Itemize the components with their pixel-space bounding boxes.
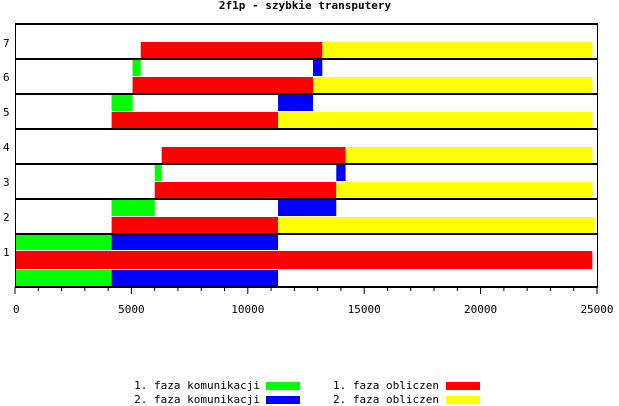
x-tick-label: 10000 xyxy=(231,303,264,316)
y-tick-label: 7 xyxy=(3,37,10,50)
bar-row6-upper-k1 xyxy=(133,60,141,76)
x-axis: 0 5000 10000 15000 20000 25000 xyxy=(13,286,614,316)
legend-swatch-o1 xyxy=(446,382,480,390)
bar-row4-lower-o1 xyxy=(162,147,346,163)
y-tick-label: 5 xyxy=(3,106,10,119)
x-axis-line xyxy=(15,286,598,288)
legend-label-k1: 1. faza komunikacji xyxy=(134,379,260,392)
legend-label-o2: 2. faza obliczen xyxy=(333,393,439,406)
bar-row5-upper-k2 xyxy=(278,95,313,111)
bar-row7-lower-o2 xyxy=(322,42,592,58)
bar-row2-upper-k2 xyxy=(278,200,336,216)
x-tick-label: 15000 xyxy=(348,303,381,316)
bar-row6-upper-k2 xyxy=(313,60,322,76)
y-tick-label: 4 xyxy=(3,141,10,154)
legend-label-o1: 1. faza obliczen xyxy=(333,379,439,392)
bar-row2-lower-o2 xyxy=(278,217,595,233)
y-tick-label: 3 xyxy=(3,176,10,189)
plot-right-border xyxy=(597,23,598,287)
bar-row5-upper-k1 xyxy=(112,95,133,111)
row-border-line xyxy=(15,93,597,95)
row-border-line xyxy=(15,198,597,200)
bar-row1-top-k2 xyxy=(112,235,278,250)
legend-swatch-k1 xyxy=(266,382,300,390)
bar-row4-lower-o2 xyxy=(346,147,593,163)
bar-row2-lower-o1 xyxy=(112,217,278,233)
x-tick-label: 20000 xyxy=(464,303,497,316)
bar-row6-lower-o1 xyxy=(133,77,313,93)
y-tick-label: 6 xyxy=(3,71,10,84)
y-tick-label: 1 xyxy=(3,246,10,259)
row-border-line xyxy=(15,233,597,235)
legend-label-k2: 2. faza komunikacji xyxy=(134,393,260,406)
bar-row6-lower-o2 xyxy=(313,77,592,93)
x-tick-label: 25000 xyxy=(580,303,613,316)
x-tick-label: 5000 xyxy=(118,303,145,316)
bar-row5-lower-o1 xyxy=(112,112,278,128)
legend-swatch-o2 xyxy=(446,396,480,404)
row-border-line xyxy=(15,128,597,130)
bar-row1-top-k1 xyxy=(15,235,112,250)
chart-title: 2f1p - szybkie transputery xyxy=(219,0,392,12)
plot-left-border xyxy=(15,23,16,287)
bar-row3-upper-k1 xyxy=(155,165,162,181)
legend-swatch-k2 xyxy=(266,396,300,404)
x-tick-label: 0 xyxy=(13,303,20,316)
bar-row3-lower-o2 xyxy=(336,182,592,198)
y-tick-label: 2 xyxy=(3,211,10,224)
bar-row5-lower-o2 xyxy=(278,112,592,128)
bar-row2-upper-k1 xyxy=(112,200,155,216)
bar-row1-middle-o1 xyxy=(15,251,592,269)
row-border-line xyxy=(15,163,597,165)
bar-row1-bottom-k2 xyxy=(112,270,278,286)
bar-row3-upper-k2 xyxy=(336,165,345,181)
bar-row7-lower-o1 xyxy=(141,42,323,58)
bar-row1-bottom-k1 xyxy=(15,270,112,286)
y-labels-layer: 1 2 3 4 5 6 7 xyxy=(3,37,10,259)
row-border-line xyxy=(15,23,597,25)
bar-row3-lower-o1 xyxy=(155,182,337,198)
row-border-line xyxy=(15,58,597,60)
